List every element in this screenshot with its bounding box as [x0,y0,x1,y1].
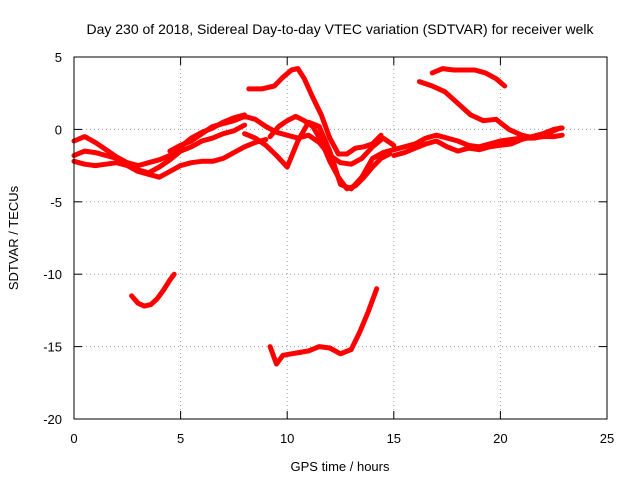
grid-lines [74,57,607,419]
series-line-arc-13 [267,286,380,367]
tick-labels: 0 5 10 15 20 25 5 0 -5 -10 -15 -20 [43,50,614,446]
series-line-arc-3 [71,137,269,180]
series-line-arc-7 [246,66,384,157]
series-line-arc-11 [429,66,508,89]
y-tick-label: -10 [43,267,62,282]
y-tick-label: 0 [55,122,62,137]
data-series [71,66,565,367]
x-tick-label: 0 [70,431,77,446]
y-axis-label: SDTVAR / TECUs [6,185,21,290]
x-tick-label: 15 [387,431,401,446]
y-tick-label: -5 [50,195,62,210]
x-tick-label: 25 [600,431,614,446]
series-line-arc-5 [242,119,397,192]
series-line-arc-6 [267,113,392,192]
y-tick-label: -20 [43,412,62,427]
plot-frame [73,56,608,420]
series-line-arc-2 [71,122,248,176]
x-tick-label: 20 [493,431,507,446]
series-line-arc-4 [167,113,397,167]
y-tick-label: 5 [55,50,62,65]
x-tick-label: 5 [177,431,184,446]
chart-title: Day 230 of 2018, Sidereal Day-to-day VTE… [86,21,594,37]
series-line-arc-10 [416,79,563,141]
x-tick-label: 10 [280,431,294,446]
series-line-arc-12 [129,271,177,309]
x-axis-label: GPS time / hours [291,459,390,474]
y-tick-label: -15 [43,340,62,355]
